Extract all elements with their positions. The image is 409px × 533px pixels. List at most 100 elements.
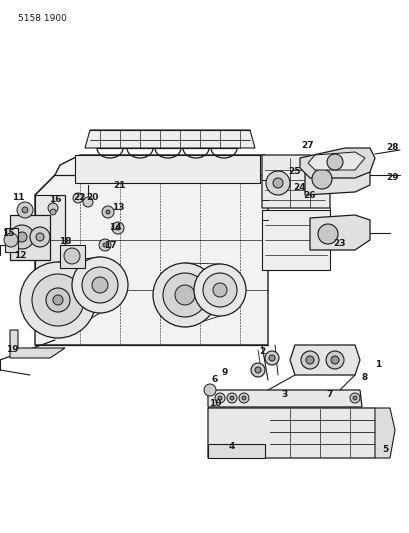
Text: 11: 11 xyxy=(12,193,24,203)
Circle shape xyxy=(300,351,318,369)
Circle shape xyxy=(317,224,337,244)
Circle shape xyxy=(227,393,236,403)
Circle shape xyxy=(163,273,207,317)
Text: 13: 13 xyxy=(112,203,124,212)
Text: 21: 21 xyxy=(113,181,126,190)
Polygon shape xyxy=(207,408,384,458)
Circle shape xyxy=(4,233,18,247)
Text: 18: 18 xyxy=(58,238,71,246)
Circle shape xyxy=(22,207,28,213)
Polygon shape xyxy=(207,444,264,458)
Circle shape xyxy=(17,202,33,218)
Circle shape xyxy=(102,206,114,218)
Text: 1: 1 xyxy=(374,360,380,369)
Circle shape xyxy=(50,209,56,215)
Circle shape xyxy=(268,355,274,361)
Circle shape xyxy=(153,263,216,327)
Circle shape xyxy=(116,226,120,230)
Circle shape xyxy=(92,277,108,293)
Circle shape xyxy=(48,203,58,213)
Polygon shape xyxy=(261,155,329,208)
Polygon shape xyxy=(289,345,359,375)
Circle shape xyxy=(272,178,282,188)
Circle shape xyxy=(265,171,289,195)
Circle shape xyxy=(218,396,221,400)
Text: 12: 12 xyxy=(14,251,26,260)
Text: 7: 7 xyxy=(326,391,333,400)
Text: 23: 23 xyxy=(333,239,346,248)
Circle shape xyxy=(229,396,234,400)
Circle shape xyxy=(32,274,84,326)
Polygon shape xyxy=(299,148,374,178)
Polygon shape xyxy=(10,330,65,358)
Text: 22: 22 xyxy=(74,193,86,203)
Text: 28: 28 xyxy=(386,142,398,151)
Polygon shape xyxy=(35,195,65,310)
Circle shape xyxy=(30,227,50,247)
Circle shape xyxy=(213,283,227,297)
Text: 10: 10 xyxy=(208,400,220,408)
Polygon shape xyxy=(60,245,85,268)
Text: 3: 3 xyxy=(281,391,288,400)
Circle shape xyxy=(330,356,338,364)
Circle shape xyxy=(250,363,264,377)
Circle shape xyxy=(112,222,124,234)
Circle shape xyxy=(99,239,111,251)
Polygon shape xyxy=(85,130,254,148)
Circle shape xyxy=(64,248,80,264)
Polygon shape xyxy=(374,408,394,458)
Text: 14: 14 xyxy=(108,223,121,232)
Polygon shape xyxy=(309,215,369,250)
Circle shape xyxy=(305,356,313,364)
Circle shape xyxy=(241,396,245,400)
Text: 16: 16 xyxy=(49,196,61,205)
Text: 19: 19 xyxy=(6,345,18,354)
Text: 15: 15 xyxy=(2,229,14,238)
Circle shape xyxy=(175,285,195,305)
Circle shape xyxy=(352,396,356,400)
Bar xyxy=(75,155,259,183)
Circle shape xyxy=(204,384,216,396)
Circle shape xyxy=(106,210,110,214)
Circle shape xyxy=(202,273,236,307)
Circle shape xyxy=(20,262,96,338)
Circle shape xyxy=(53,295,63,305)
Circle shape xyxy=(214,393,225,403)
Circle shape xyxy=(36,233,44,241)
Circle shape xyxy=(82,267,118,303)
Circle shape xyxy=(10,225,34,249)
Text: 5: 5 xyxy=(381,446,387,455)
Circle shape xyxy=(17,232,27,242)
Circle shape xyxy=(349,393,359,403)
Circle shape xyxy=(46,288,70,312)
Text: 4: 4 xyxy=(228,442,235,451)
Polygon shape xyxy=(207,390,361,407)
Text: 17: 17 xyxy=(103,240,116,249)
Circle shape xyxy=(83,197,93,207)
Text: 26: 26 xyxy=(303,190,315,199)
Circle shape xyxy=(72,257,128,313)
Circle shape xyxy=(311,169,331,189)
Circle shape xyxy=(193,264,245,316)
Polygon shape xyxy=(5,228,18,252)
Circle shape xyxy=(326,154,342,170)
Text: 24: 24 xyxy=(293,182,306,191)
Text: 29: 29 xyxy=(386,173,398,182)
Text: 5158 1900: 5158 1900 xyxy=(18,14,67,23)
Text: 20: 20 xyxy=(85,192,98,201)
Circle shape xyxy=(325,351,343,369)
Bar xyxy=(261,210,329,270)
Text: 27: 27 xyxy=(301,141,314,149)
Text: 2: 2 xyxy=(258,348,265,357)
Text: 25: 25 xyxy=(288,167,301,176)
Polygon shape xyxy=(10,215,50,260)
Circle shape xyxy=(103,243,107,247)
Text: 8: 8 xyxy=(361,374,367,383)
Text: 6: 6 xyxy=(211,376,218,384)
Circle shape xyxy=(73,193,83,203)
Circle shape xyxy=(238,393,248,403)
Polygon shape xyxy=(307,152,364,170)
Circle shape xyxy=(254,367,261,373)
Polygon shape xyxy=(35,155,267,345)
Text: 9: 9 xyxy=(221,368,228,377)
